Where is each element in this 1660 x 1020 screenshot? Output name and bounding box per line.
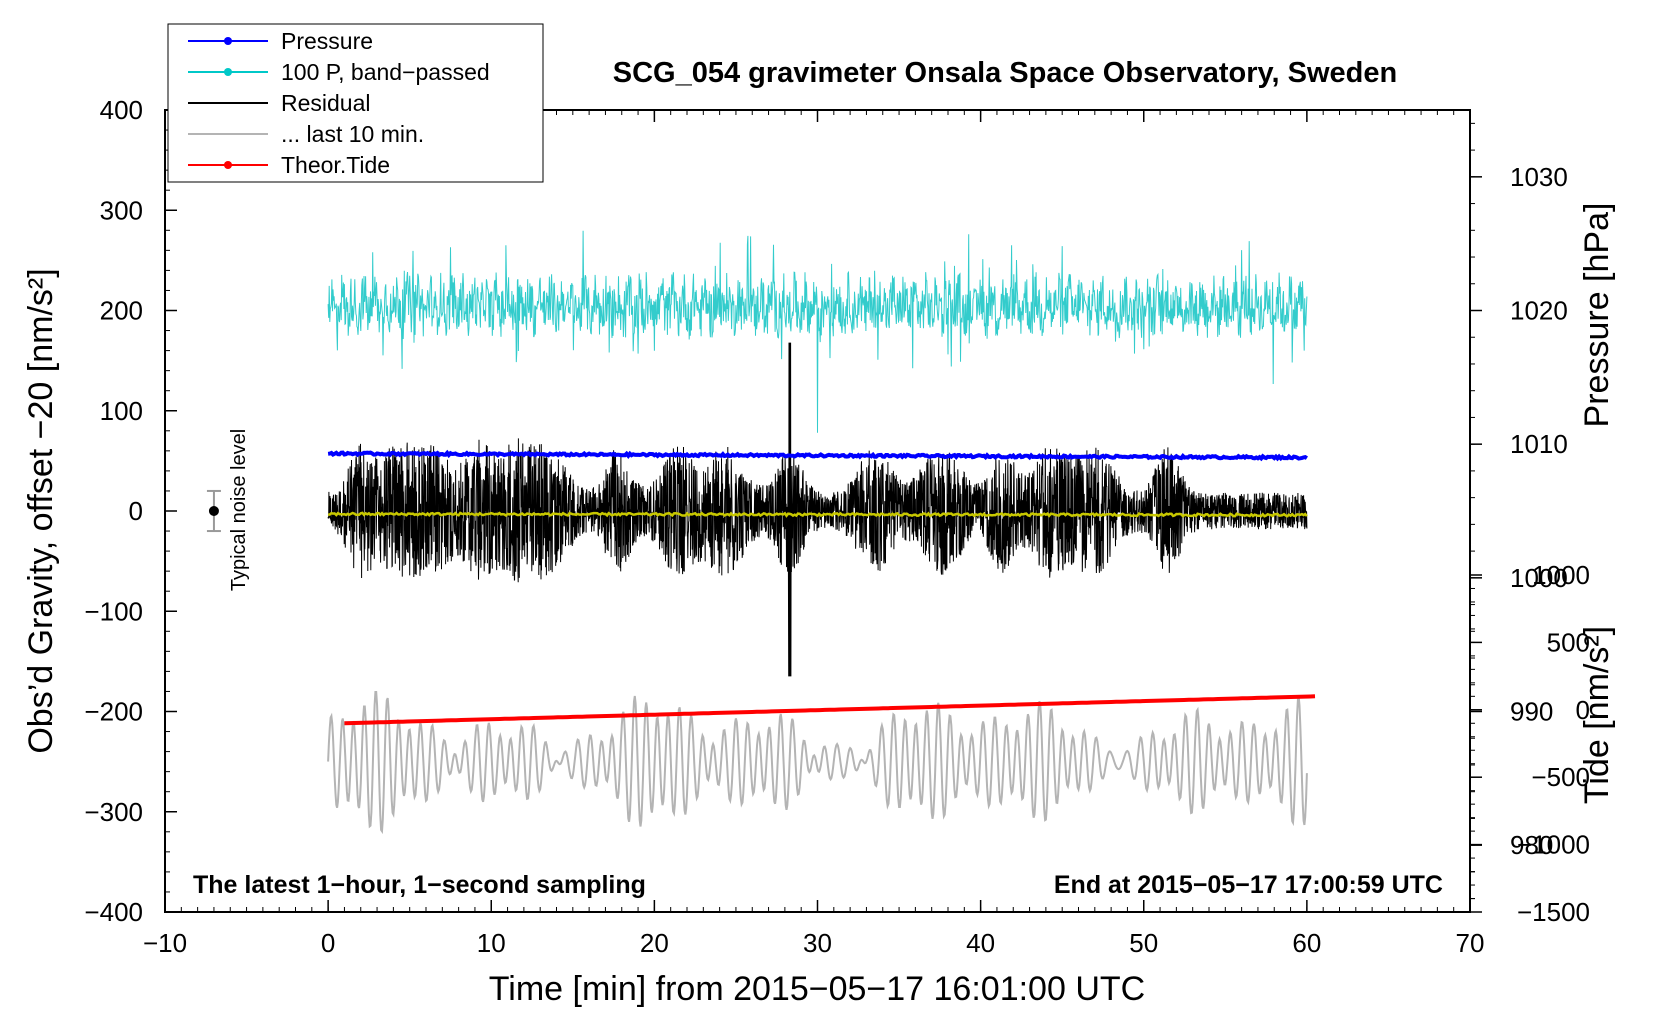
x-axis-title: Time [min] from 2015−05−17 16:01:00 UTC [489,970,1145,1008]
y-axis-title-pressure: Pressure [hPa] [1578,203,1616,428]
x-tick-label: 50 [1129,928,1158,958]
y-left-tick-label: −400 [84,897,143,927]
legend-label: Theor.Tide [281,152,390,178]
x-tick-label: 0 [321,928,335,958]
pressure-tick-label: 990 [1510,697,1553,727]
x-tick-label: 20 [640,928,669,958]
series-layer [327,230,1316,835]
y-axis-title-left: Obs’d Gravity, offset −20 [nm/s²] [22,268,60,753]
x-tick-label: 40 [966,928,995,958]
legend-label: 100 P, band−passed [281,59,490,85]
pressure-tick-label: 1020 [1510,296,1568,326]
series-theoretical-tide [344,694,1316,726]
pressure-tick-label: 1030 [1510,162,1568,192]
noise-center-dot [208,506,219,516]
legend-marker [224,161,232,169]
y-axis-title-tide: Tide [nm/s²] [1578,626,1616,804]
series-pressure [327,449,1308,462]
y-left-tick-label: −300 [84,797,143,827]
y-left-tick-label: 100 [100,396,143,426]
chart-title: SCG_054 gravimeter Onsala Space Observat… [613,57,1397,89]
legend-marker [224,68,232,76]
legend-marker [224,37,232,45]
noise-level-label: Typical noise level [228,429,250,591]
legend-label: Pressure [281,28,373,54]
y-left-tick-label: −200 [84,697,143,727]
y-left-tick-label: −100 [84,596,143,626]
tide-tick-label: −1000 [1517,830,1590,860]
legend-entries: Pressure 100 P, band−passed Residual ... la… [188,28,490,178]
tide-tick-label: 0 [1576,695,1590,725]
x-tick-label: 30 [803,928,832,958]
tide-tick-label: −500 [1531,762,1590,792]
x-tick-label: 60 [1292,928,1321,958]
x-tick-label: −10 [143,928,187,958]
y-left-tick-label: 300 [100,195,143,225]
x-tick-label: 70 [1456,928,1485,958]
legend-label: Residual [281,90,371,116]
tide-tick-label: 500 [1547,627,1590,657]
annotation-end-time: End at 2015−05−17 17:00:59 UTC [1054,871,1443,899]
legend: Pressure 100 P, band−passed Residual ... la… [167,23,544,183]
series-band-passed-pressure [327,230,1308,433]
pressure-tick-label: 980 [1510,830,1553,860]
series-residual-smoothed [328,511,1308,518]
tide-tick-label: 1000 [1532,560,1590,590]
y-left-tick-label: 400 [100,95,143,125]
pressure-tick-label: 1010 [1510,429,1568,459]
y-left-tick-label: 0 [129,496,143,526]
noise-level-indicator: Typical noise level [206,429,250,591]
pressure-tick-label: 1000 [1510,563,1568,593]
annotation-sampling: The latest 1−hour, 1−second sampling [193,871,646,899]
tide-tick-label: −1500 [1517,897,1590,927]
y-left-tick-label: 200 [100,296,143,326]
tick-layer: −10 0 10 20 30 40 50 60 704003002001000−100−200−… [84,95,1590,958]
x-tick-label: 10 [477,928,506,958]
series-last-10-min [327,691,1308,835]
legend-label: ... last 10 min. [281,121,424,147]
